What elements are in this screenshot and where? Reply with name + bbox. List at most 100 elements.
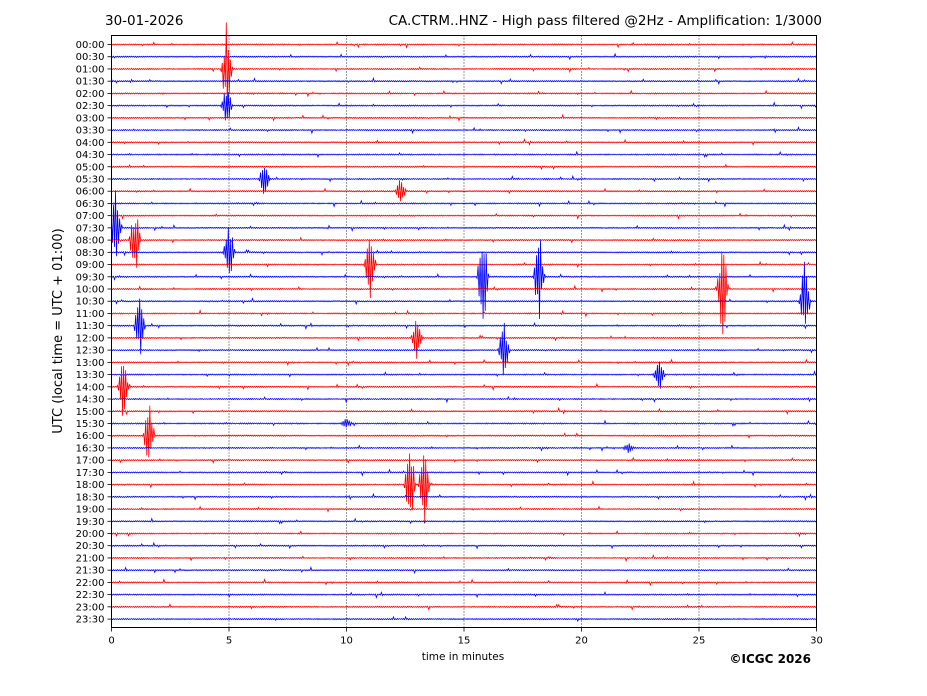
y-tick-label: 03:00: [76, 113, 105, 124]
trace-line: [111, 406, 817, 416]
y-tick-label: 01:30: [76, 77, 105, 88]
y-tick-label: 02:30: [76, 101, 105, 112]
trace-line: [111, 443, 817, 454]
y-tick-label: 15:30: [76, 419, 105, 430]
y-tick-label: 07:00: [76, 211, 105, 222]
y-tick-label: 19:00: [76, 505, 105, 516]
trace-line: [111, 577, 817, 587]
y-tick-label: 04:30: [76, 150, 105, 161]
y-tick-label: 12:30: [76, 346, 105, 357]
y-tick-label: 06:00: [76, 187, 105, 198]
trace-line: [111, 566, 817, 575]
trace-line: [111, 52, 817, 61]
trace-line: [111, 468, 817, 477]
trace-line: [111, 365, 817, 416]
trace-line: [111, 492, 817, 502]
trace-line: [111, 358, 817, 367]
y-tick-label: 11:30: [76, 321, 105, 332]
y-tick-label: 17:30: [76, 468, 105, 479]
y-tick-label: 10:00: [76, 285, 105, 296]
y-tick-label: 13:30: [76, 370, 105, 381]
y-tick-label: 11:00: [76, 309, 105, 320]
y-tick-label: 14:00: [76, 382, 105, 393]
trace-line: [111, 361, 817, 389]
y-tick-label: 20:30: [76, 541, 105, 552]
trace-line: [111, 453, 817, 523]
y-tick-label: 02:00: [76, 89, 105, 100]
trace-line: [111, 167, 817, 194]
trace-line: [111, 252, 817, 335]
y-tick-label: 15:00: [76, 407, 105, 418]
y-axis-label: UTC (local time = UTC + 01:00): [51, 228, 66, 433]
trace-line: [111, 298, 817, 355]
y-tick-label: 09:30: [76, 272, 105, 283]
trace-line: [111, 76, 817, 86]
trace-line: [111, 92, 817, 121]
x-tick-label: 15: [458, 636, 471, 647]
trace-line: [111, 554, 817, 563]
y-tick-label: 05:00: [76, 162, 105, 173]
x-axis-label: time in minutes: [422, 651, 504, 663]
y-tick-label: 17:00: [76, 456, 105, 467]
trace-line: [111, 530, 817, 538]
trace-lines: [111, 22, 817, 623]
trace-line: [111, 150, 817, 159]
trace-line: [111, 456, 817, 464]
trace-line: [111, 395, 817, 404]
trace-line: [111, 603, 817, 611]
trace-line: [111, 212, 817, 220]
trace-line: [111, 517, 817, 525]
trace-line: [111, 261, 817, 324]
trace-line: [111, 240, 817, 320]
y-tick-label: 10:30: [76, 297, 105, 308]
y-tick-label: 18:30: [76, 492, 105, 503]
y-tick-label: 21:30: [76, 566, 105, 577]
trace-line: [111, 615, 817, 623]
y-tick-label: 22:00: [76, 578, 105, 589]
y-tick-label: 23:00: [76, 602, 105, 613]
trace-line: [111, 227, 817, 274]
y-tick-label: 21:00: [76, 553, 105, 564]
y-tick-label: 03:30: [76, 126, 105, 137]
trace-line: [111, 41, 817, 49]
y-tick-label: 07:30: [76, 223, 105, 234]
y-tick-label: 00:00: [76, 40, 105, 51]
y-tick-label: 22:30: [76, 590, 105, 601]
y-tick-label: 16:30: [76, 443, 105, 454]
y-tick-label: 08:30: [76, 248, 105, 259]
x-tick-label: 25: [693, 636, 706, 647]
trace-line: [111, 590, 817, 599]
trace-line: [111, 138, 817, 146]
date-label: 30-01-2026: [105, 13, 183, 29]
y-tick-label: 08:00: [76, 236, 105, 247]
x-tick-label: 20: [575, 636, 588, 647]
trace-line: [111, 180, 817, 202]
y-tick-label: 01:00: [76, 64, 105, 75]
y-tick-label: 19:30: [76, 517, 105, 528]
x-tick-label: 10: [340, 636, 353, 647]
trace-line: [111, 541, 817, 550]
trace-line: [111, 419, 817, 428]
y-tick-label: 12:00: [76, 333, 105, 344]
copyright-label: ©ICGC 2026: [729, 652, 811, 666]
trace-line: [111, 163, 817, 171]
x-tick-label: 30: [810, 636, 823, 647]
trace-line: [111, 505, 817, 513]
trace-line: [111, 199, 817, 208]
trace-line: [111, 320, 817, 359]
trace-line: [111, 190, 817, 257]
x-tick-label: 0: [108, 636, 114, 647]
trace-line: [111, 126, 817, 135]
x-tick-label: 5: [226, 636, 232, 647]
y-tick-label: 18:00: [76, 480, 105, 491]
y-tick-label: 13:00: [76, 358, 105, 369]
y-tick-label: 06:30: [76, 199, 105, 210]
trace-line: [111, 322, 817, 375]
chart-title: CA.CTRM..HNZ - High pass filtered @2Hz -…: [389, 13, 822, 29]
y-tick-label: 09:00: [76, 260, 105, 271]
trace-line: [111, 89, 817, 98]
x-axis-ticks: 0 5 10 15 20 25 30: [108, 627, 823, 647]
trace-line: [111, 405, 817, 458]
